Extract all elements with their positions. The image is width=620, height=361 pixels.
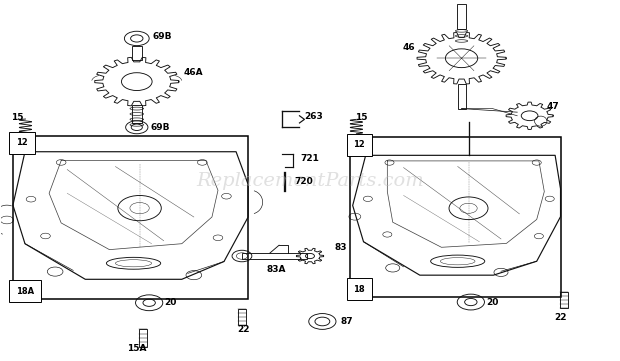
Bar xyxy=(238,309,246,325)
Text: 47: 47 xyxy=(547,102,560,111)
Text: 22: 22 xyxy=(554,313,567,322)
Text: 12: 12 xyxy=(16,138,28,147)
Text: 69B: 69B xyxy=(153,32,172,41)
Text: 18A: 18A xyxy=(16,287,34,296)
Text: 15: 15 xyxy=(11,113,23,122)
Text: 83: 83 xyxy=(335,243,347,252)
Text: 20: 20 xyxy=(165,298,177,307)
Bar xyxy=(13,135,248,299)
Bar xyxy=(458,84,466,109)
Bar xyxy=(457,4,466,30)
Text: 15A: 15A xyxy=(127,344,146,353)
Text: 15: 15 xyxy=(355,113,367,122)
Text: 263: 263 xyxy=(304,112,322,121)
Text: 20: 20 xyxy=(486,297,498,306)
Bar xyxy=(242,253,307,259)
Bar xyxy=(560,292,568,308)
Bar xyxy=(350,137,560,297)
Bar xyxy=(139,329,148,347)
Text: 22: 22 xyxy=(237,325,249,334)
Text: ReplacementParts.com: ReplacementParts.com xyxy=(196,171,424,190)
Text: 18: 18 xyxy=(353,285,365,294)
Text: 12: 12 xyxy=(353,140,365,149)
Text: 721: 721 xyxy=(301,155,319,164)
Bar xyxy=(132,45,142,60)
Bar xyxy=(132,105,142,123)
Text: 720: 720 xyxy=(294,178,313,186)
Text: 83A: 83A xyxy=(266,265,286,274)
Text: 46A: 46A xyxy=(183,68,203,77)
Text: 87: 87 xyxy=(341,317,353,326)
Text: 69B: 69B xyxy=(151,123,170,132)
Text: 46: 46 xyxy=(403,43,415,52)
